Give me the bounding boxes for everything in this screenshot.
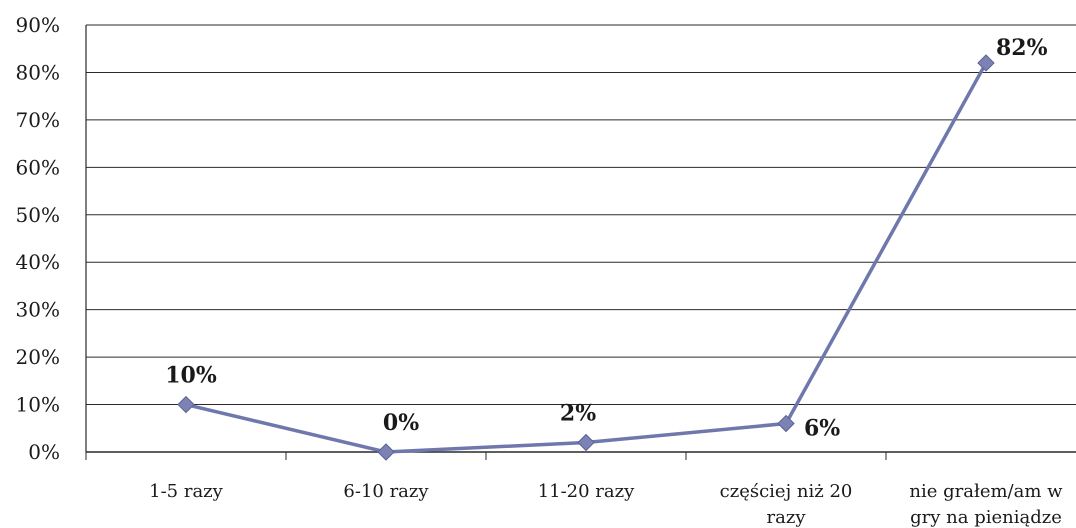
y-tick-label: 30% [16,298,60,322]
data-point-marker [577,433,595,452]
x-tick-label-line: nie grałem/am w [909,481,1063,502]
x-tick-label: 11-20 razy [538,481,635,502]
y-tick-label: 90% [16,13,60,37]
data-label: 6% [804,416,840,442]
gridlines [86,24,1076,453]
y-tick-label: 60% [16,155,60,179]
x-tick-labels: 1-5 razy 6-10 razy 11-20 razy częściej niż … [149,481,1063,528]
series-polyline [185,62,988,454]
x-tick-label: nie grałem/am w gry na pieniądze [909,481,1063,528]
x-tick-label: 6-10 razy [343,481,429,502]
x-tick-label-line: 6-10 razy [343,481,429,502]
data-labels: 10% 0% 2% 6% 82% [165,35,1047,442]
data-label: 2% [560,401,596,427]
y-tick-label: 40% [16,250,60,274]
y-tick-label: 0% [28,440,60,464]
x-tick-label-line: częściej niż 20 [720,481,853,502]
x-tick-label: 1-5 razy [149,481,224,502]
data-markers [177,54,995,461]
x-tick-label-line: gry na pieniądze [910,507,1062,528]
y-tick-label: 10% [16,393,60,417]
y-tick-labels: 0% 10% 20% 30% 40% 50% 60% 70% 80% 90% [16,13,60,464]
data-point-marker [777,414,795,433]
series-line [185,62,988,454]
x-tick-label-line: 11-20 razy [538,481,635,502]
x-tick-label-line: razy [767,507,807,528]
y-tick-label: 20% [16,345,60,369]
data-point-marker [377,443,395,461]
data-label: 82% [996,35,1048,61]
data-point-marker [977,54,995,72]
y-tick-label: 80% [16,60,60,84]
x-tick-label: częściej niż 20 razy [720,481,853,528]
axes [85,25,1076,460]
x-tick-label-line: 1-5 razy [149,481,224,502]
data-label: 10% [165,363,217,389]
data-label: 0% [383,410,419,436]
data-point-marker [177,395,195,414]
y-tick-label: 70% [16,108,60,132]
y-tick-label: 50% [16,203,60,227]
